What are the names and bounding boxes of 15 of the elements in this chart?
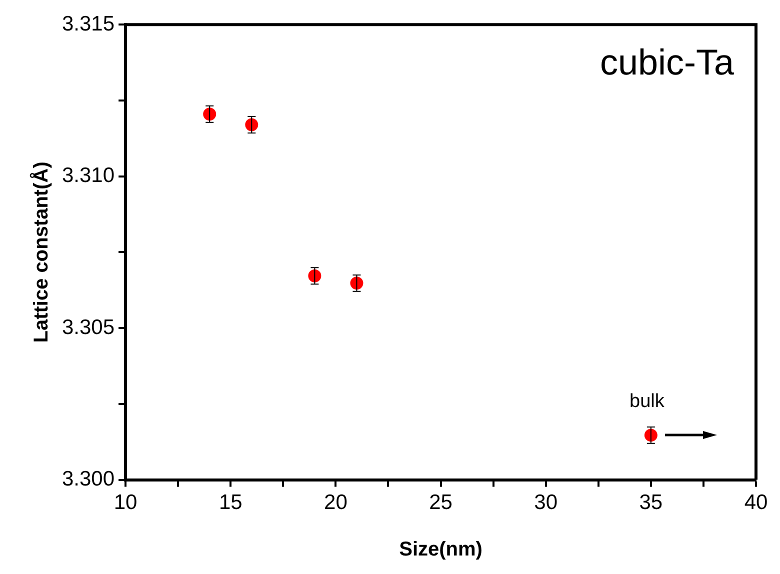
x-tick-label: 40 (744, 491, 768, 514)
x-tick-label: 25 (429, 491, 452, 514)
x-tick-label: 35 (639, 491, 663, 514)
y-tick-label: 3.315 (62, 12, 115, 36)
x-axis-title: Size(nm) (399, 538, 482, 561)
x-tick-label: 10 (114, 491, 138, 514)
y-axis-title: Lattice constant(Å) (30, 162, 53, 343)
y-tick-label: 3.305 (62, 316, 115, 339)
annotation: bulk (629, 390, 665, 412)
y-tick-label: 3.300 (62, 468, 115, 491)
x-tick-label: 30 (534, 491, 558, 514)
y-tick-label: 3.310 (62, 164, 115, 188)
x-tick-label: 20 (324, 491, 348, 514)
x-tick-label: 15 (218, 491, 242, 514)
annotation: cubic-Ta (600, 42, 735, 83)
